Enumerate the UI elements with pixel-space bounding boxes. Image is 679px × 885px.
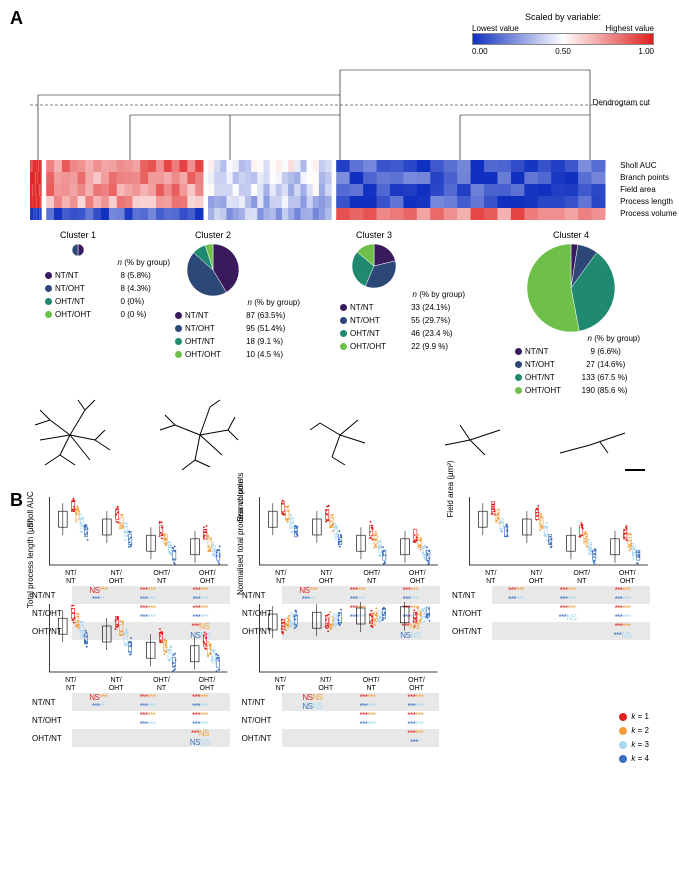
cluster-legend-row: OHT/NT133 (67.5 %)	[515, 371, 640, 384]
chart: Branch pointsNT/NTNT/OHTOHT/NTOHT/OHTNT/…	[240, 495, 440, 597]
colorbar-title: Scaled by variable:	[472, 12, 654, 22]
x-tick: OHT/OHT	[184, 677, 229, 693]
x-tick: OHT/OHT	[605, 570, 651, 586]
colorbar: Scaled by variable: Lowest value Highest …	[472, 12, 654, 56]
y-axis-label: Normalised total process volume	[236, 479, 245, 595]
x-tick: NT/OHT	[304, 570, 350, 586]
x-tick: NT/NT	[258, 570, 304, 586]
heatmap-row-labels: Sholl AUC Branch points Field area Proce…	[620, 160, 677, 220]
x-tick: NT/OHT	[303, 677, 348, 693]
legend-item: k = 1	[619, 710, 649, 724]
cluster-legend-row: NT/NT9 (6.6%)	[515, 345, 640, 358]
dendro-cut-label: Dendrogram cut	[593, 98, 650, 107]
cluster-legend-row: OHT/OHT22 (9.9 %)	[340, 340, 465, 353]
row-label: Branch points	[620, 172, 677, 184]
dendrogram: Dendrogram cut	[30, 60, 650, 160]
cluster-legend-row: OHT/NT46 (23.4 %)	[340, 327, 465, 340]
cluster-title: Cluster 3	[350, 230, 398, 240]
k-legend: k = 1k = 2k = 3k = 4	[619, 710, 649, 766]
x-tick: NT/OHT	[94, 570, 140, 586]
colorbar-ticks: 0.00 0.50 1.00	[472, 47, 654, 56]
chart: Total process length (μm)NT/NTNT/OHTOHT/…	[30, 602, 230, 704]
x-tick: NT/OHT	[93, 677, 138, 693]
significance-table: NT/NTNSNSNSNS************************NT/…	[240, 693, 440, 747]
x-tick: OHT/NT	[139, 677, 184, 693]
cluster-legend-row: NT/NT8 (5.8%)	[45, 269, 170, 282]
x-tick: OHT/NT	[349, 570, 395, 586]
cluster-pies: Cluster 1n (% by group)NT/NT8 (5.8%)NT/O…	[20, 230, 660, 385]
x-tick: OHT/NT	[348, 677, 393, 693]
x-tick: OHT/NT	[559, 570, 605, 586]
legend-item: k = 4	[619, 752, 649, 766]
cluster-legend-row: NT/OHT55 (29.7%)	[340, 314, 465, 327]
morphology-sketches	[30, 395, 650, 475]
x-tick: NT/NT	[258, 677, 303, 693]
heatmap	[30, 160, 650, 220]
cluster-title: Cluster 4	[525, 230, 617, 240]
tick: 1.00	[638, 47, 654, 56]
x-tick: NT/OHT	[514, 570, 560, 586]
tick: 0.50	[555, 47, 571, 56]
panel-b: Sholl AUCNT/NTNT/OHTOHT/NTOHT/OHTNT/NTNS…	[30, 495, 650, 709]
cluster-legend-row: OHT/NT18 (9.1 %)	[175, 335, 300, 348]
cluster-legend-row: OHT/OHT0 (0 %)	[45, 308, 170, 321]
x-tick: NT/NT	[468, 570, 514, 586]
x-tick: OHT/OHT	[394, 677, 439, 693]
tick: 0.00	[472, 47, 488, 56]
row-label: Sholl AUC	[620, 160, 677, 172]
x-tick: OHT/OHT	[395, 570, 441, 586]
cluster-legend-row: OHT/OHT10 (4.5 %)	[175, 348, 300, 361]
x-tick: NT/NT	[48, 677, 93, 693]
cluster-legend-row: NT/OHT8 (4.3%)	[45, 282, 170, 295]
legend-item: k = 3	[619, 738, 649, 752]
y-axis-label: Field area (μm²)	[446, 460, 455, 517]
cluster-title: Cluster 2	[185, 230, 241, 240]
cluster-legend-row: NT/NT33 (24.1%)	[340, 301, 465, 314]
cluster-legend-row: OHT/NT0 (0%)	[45, 295, 170, 308]
row-label: Field area	[620, 184, 677, 196]
chart: Sholl AUCNT/NTNT/OHTOHT/NTOHT/OHTNT/NTNS…	[30, 495, 230, 597]
significance-table: NT/NT***********************************…	[450, 586, 650, 640]
x-tick: OHT/OHT	[185, 570, 231, 586]
legend-item: k = 2	[619, 724, 649, 738]
panel-a-label: A	[10, 8, 23, 29]
cluster-legend-row: NT/OHT95 (51.4%)	[175, 322, 300, 335]
cluster-title: Cluster 1	[60, 230, 96, 240]
chart: Field area (μm²)NT/NTNT/OHTOHT/NTOHT/OHT…	[450, 495, 650, 597]
row-label: Process volume	[620, 208, 677, 220]
panel-b-label: B	[10, 490, 23, 511]
x-tick: OHT/NT	[139, 570, 185, 586]
chart: Normalised total process volumeNT/NTNT/O…	[240, 602, 440, 704]
cluster-legend-row: NT/NT87 (63.5%)	[175, 309, 300, 322]
colorbar-low-label: Lowest value	[472, 24, 519, 33]
significance-table: NT/NTNS********************************N…	[30, 693, 230, 747]
y-axis-label: Total process length (μm)	[26, 518, 35, 608]
colorbar-high-label: Highest value	[606, 24, 654, 33]
row-label: Process length	[620, 196, 677, 208]
x-tick: NT/NT	[48, 570, 94, 586]
cluster-legend-row: NT/OHT27 (14.6%)	[515, 358, 640, 371]
colorbar-gradient	[472, 33, 654, 45]
